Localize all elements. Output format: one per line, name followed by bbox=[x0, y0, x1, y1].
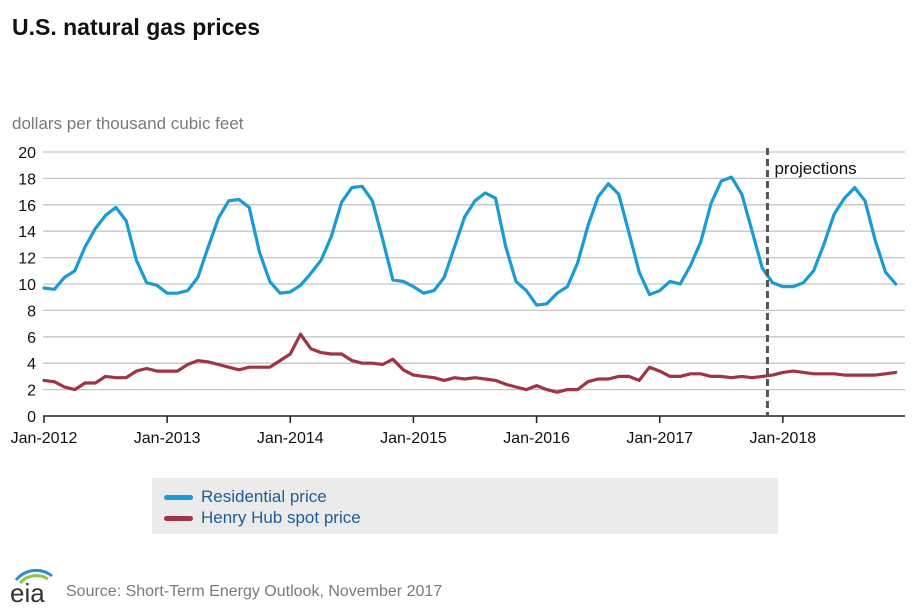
legend: Residential price Henry Hub spot price bbox=[152, 478, 778, 534]
x-tick-label-Jan-2015: Jan-2015 bbox=[380, 430, 447, 447]
y-axis-label: dollars per thousand cubic feet bbox=[12, 114, 244, 133]
y-tick-label-8: 8 bbox=[27, 303, 36, 320]
y-tick-label-20: 20 bbox=[18, 145, 36, 162]
legend-swatch-henry-hub bbox=[164, 515, 193, 521]
legend-item-henry-hub: Henry Hub spot price bbox=[164, 508, 361, 528]
eia-logo: eia bbox=[8, 566, 56, 608]
eia-logo-text: eia bbox=[10, 578, 45, 608]
y-tick-label-10: 10 bbox=[18, 277, 36, 294]
x-tick-label-Jan-2016: Jan-2016 bbox=[503, 430, 570, 447]
y-tick-label-0: 0 bbox=[27, 409, 36, 426]
eia-logo-swoosh-icon bbox=[14, 569, 53, 585]
x-tick-label-Jan-2013: Jan-2013 bbox=[134, 430, 201, 447]
legend-label-henry-hub: Henry Hub spot price bbox=[201, 508, 361, 527]
legend-label-residential: Residential price bbox=[201, 487, 327, 506]
y-tick-label-16: 16 bbox=[18, 198, 36, 215]
source-note: Source: Short-Term Energy Outlook, Novem… bbox=[66, 583, 443, 600]
y-tick-label-4: 4 bbox=[27, 356, 36, 373]
series-lines bbox=[42, 175, 898, 394]
legend-swatch-residential bbox=[164, 494, 193, 500]
y-tick-label-12: 12 bbox=[18, 251, 36, 268]
series-line-residential-price bbox=[42, 175, 898, 307]
x-tick-label-Jan-2017: Jan-2017 bbox=[626, 430, 693, 447]
x-tick-label-Jan-2018: Jan-2018 bbox=[749, 430, 816, 447]
projection-label: projections bbox=[774, 159, 856, 178]
legend-item-residential: Residential price bbox=[164, 487, 327, 507]
x-axis: Jan-2012 Jan-2013 Jan-2014 Jan-2015 Jan-2016… bbox=[11, 415, 905, 447]
y-tick-label-6: 6 bbox=[27, 330, 36, 347]
y-tick-label-2: 2 bbox=[27, 383, 36, 400]
y-tick-label-18: 18 bbox=[18, 171, 36, 188]
y-tick-labels: 0 2 4 6 8 10 12 14 16 18 20 bbox=[18, 145, 36, 426]
x-tick-label-Jan-2012: Jan-2012 bbox=[11, 430, 78, 447]
series-line-henry-hub-spot-price bbox=[42, 332, 898, 394]
gridlines bbox=[43, 151, 905, 391]
y-tick-label-14: 14 bbox=[18, 224, 36, 241]
x-tick-label-Jan-2014: Jan-2014 bbox=[257, 430, 324, 447]
chart-title: U.S. natural gas prices bbox=[12, 14, 260, 40]
projection-marker: projections bbox=[765, 148, 857, 416]
